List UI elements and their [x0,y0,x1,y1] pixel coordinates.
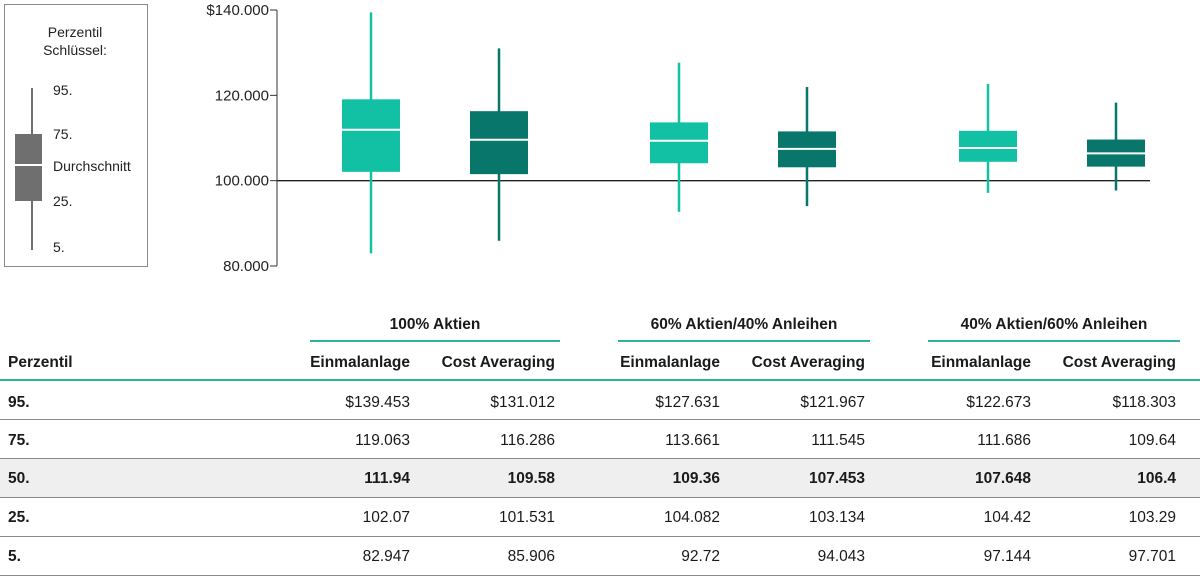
y-tick-label: $140.000 [206,2,269,19]
key-label-5: 5. [53,239,65,255]
row-divider [0,536,1200,537]
row-divider [0,419,1200,420]
box-iqr [650,122,708,164]
cell: 113.661 [665,432,720,449]
cell: 102.07 [362,509,410,526]
cell: $122.673 [966,394,1031,411]
group-underline-2 [618,340,870,342]
col-header-5: Einmalanlage [931,354,1031,371]
col-header-2: Cost Averaging [441,354,555,371]
box-plot-chart: $140.000 120.000 100.000 80.000 [206,2,1150,275]
cell: 101.531 [498,509,555,526]
cell: $127.631 [655,394,720,411]
cell: 85.906 [507,548,555,565]
key-label-mean: Durchschnitt [53,158,131,174]
key-title-line1: Perzentil [47,24,103,40]
group-underline-1 [310,340,560,342]
row-label-25: 25. [8,509,30,526]
cell: 111.545 [811,432,865,449]
cell: 106.4 [1137,470,1176,487]
key-mean-line [15,164,42,166]
cell: 104.42 [983,509,1031,526]
y-tick-label: 100.000 [215,173,269,190]
row-label-50: 50. [8,470,30,487]
cell: 119.063 [355,432,410,449]
row-label-95: 95. [8,394,30,411]
cell: 107.453 [808,470,865,487]
box-iqr [342,99,400,172]
cell: 94.043 [817,548,865,565]
row-divider [0,458,1200,459]
row-divider [0,575,1200,576]
group-header-60-40: 60% Aktien/40% Anleihen [650,316,838,333]
cell: $131.012 [490,394,555,411]
cell: $121.967 [800,394,865,411]
cell: 107.648 [974,470,1031,487]
group-header-40-60: 40% Aktien/60% Anleihen [960,316,1148,333]
col-header-3: Einmalanlage [620,354,720,371]
header-rule [0,379,1200,381]
cell: 111.686 [977,432,1031,449]
cell: 104.082 [663,509,720,526]
percentile-key: Perzentil Schlüssel: 95. 75. Durchschnit… [4,4,148,267]
cell: $139.453 [345,394,410,411]
row-label-5: 5. [8,548,21,565]
box-iqr [470,111,528,175]
y-tick-label: 120.000 [215,87,269,104]
row-divider [0,497,1200,498]
y-tick-label: 80.000 [223,258,269,275]
key-label-75: 75. [53,126,73,142]
col-header-1: Einmalanlage [310,354,410,371]
row-header-label: Perzentil [8,354,73,371]
col-header-4: Cost Averaging [751,354,865,371]
cell: 97.144 [983,548,1031,565]
group-underline-3 [928,340,1180,342]
cell: 111.94 [364,470,410,487]
cell: 97.701 [1128,548,1176,565]
cell: 109.58 [507,470,555,487]
box-iqr [959,130,1017,162]
key-label-25: 25. [53,193,73,209]
key-title-line2: Schlüssel: [43,42,107,58]
cell: 109.36 [672,470,720,487]
key-label-95: 95. [53,82,73,98]
cell: 82.947 [362,548,410,565]
cell: $118.303 [1112,394,1177,411]
cell: 103.134 [808,509,865,526]
cell: 116.286 [500,432,555,449]
cell: 103.29 [1128,509,1176,526]
col-header-6: Cost Averaging [1062,354,1176,371]
row-50-highlight [0,459,1200,497]
key-box [15,134,42,201]
row-label-75: 75. [8,432,30,449]
cell: 92.72 [681,548,720,565]
group-header-100-aktien: 100% Aktien [389,316,481,333]
cell: 109.64 [1128,432,1176,449]
